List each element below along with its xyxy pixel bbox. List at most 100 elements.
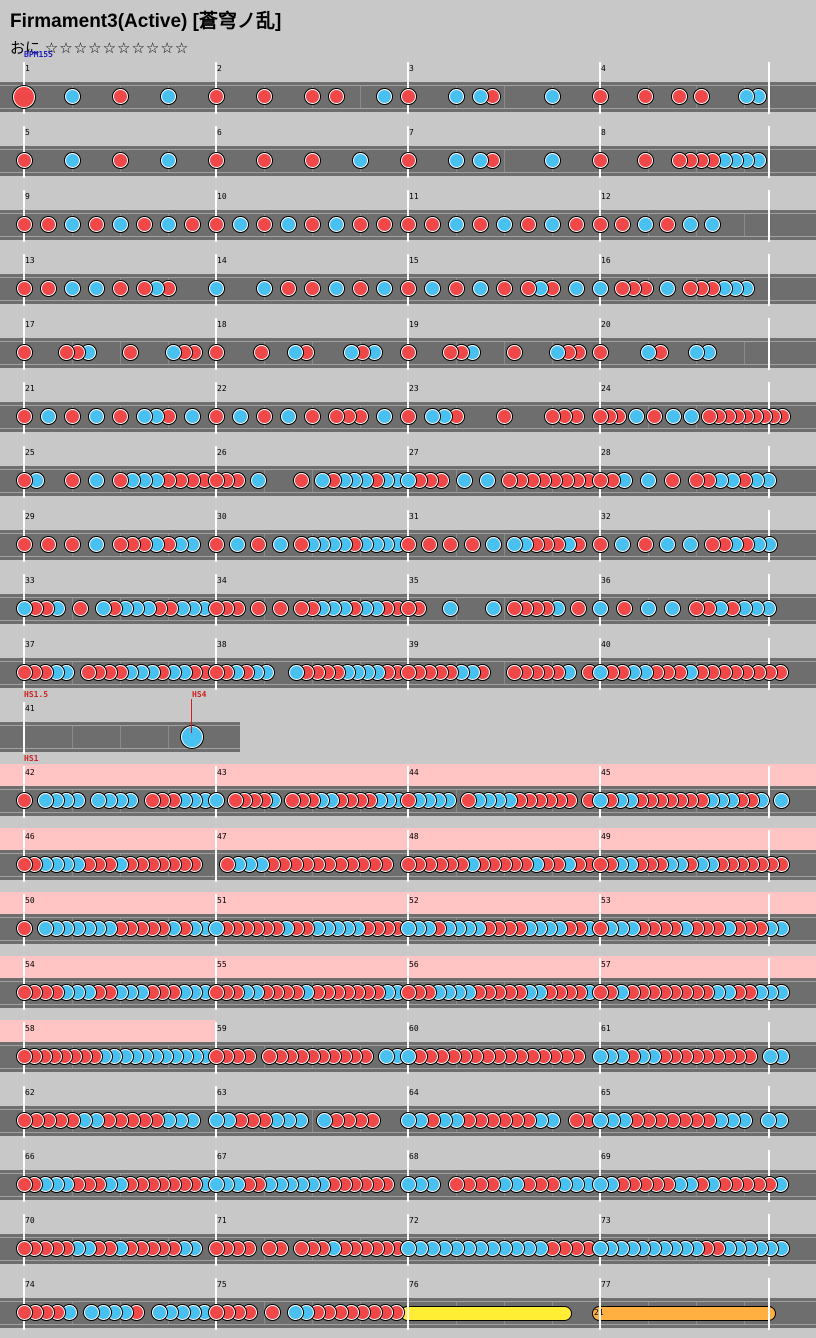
ka-note — [544, 217, 560, 232]
beat-line — [504, 534, 505, 556]
don-note — [448, 1177, 464, 1192]
bar-line — [23, 702, 25, 754]
balloon-count: 21 — [594, 1308, 604, 1317]
don-note — [261, 1241, 277, 1256]
chart-row: 1 2 3 4 BPM155 — [0, 50, 816, 122]
don-note — [660, 217, 676, 232]
don-note — [59, 345, 75, 360]
ka-note — [344, 345, 360, 360]
ka-note — [400, 1241, 416, 1256]
lane-track — [0, 725, 240, 749]
bar-line — [768, 446, 770, 498]
bar-line — [23, 894, 25, 946]
bar-number: 4 — [601, 64, 606, 73]
bar-line — [599, 446, 601, 498]
don-note — [16, 921, 32, 936]
don-note — [64, 537, 80, 552]
bar-line — [407, 254, 409, 306]
chart-row: 54 55 56 57 — [0, 956, 816, 1018]
beat-line — [120, 342, 121, 364]
bar-number: 17 — [25, 320, 35, 329]
ka-note — [774, 793, 790, 808]
difficulty-line: おに ☆☆☆☆☆☆☆☆☆☆ — [10, 37, 281, 58]
bar-number: 46 — [25, 832, 35, 841]
ka-note — [379, 1049, 395, 1064]
bar-number: 40 — [601, 640, 611, 649]
don-note — [400, 985, 416, 1000]
bar-line — [768, 830, 770, 882]
bar-line — [599, 766, 601, 818]
bar-line — [23, 1278, 25, 1330]
ka-note — [629, 409, 645, 424]
balloon-note — [592, 1306, 776, 1321]
bar-line — [215, 1214, 217, 1266]
bar-number: 63 — [217, 1088, 227, 1097]
bar-line — [599, 638, 601, 690]
don-note — [400, 89, 416, 104]
bar-number: 38 — [217, 640, 227, 649]
don-note — [671, 153, 687, 168]
bar-line — [768, 1214, 770, 1266]
bar-number: 34 — [217, 576, 227, 585]
bar-line — [407, 1150, 409, 1202]
don-note — [647, 409, 663, 424]
beat-line — [504, 342, 505, 364]
ka-note — [208, 1113, 224, 1128]
bar-number: 26 — [217, 448, 227, 457]
bar-number: 3 — [409, 64, 414, 73]
bar-number: 71 — [217, 1216, 227, 1225]
bar-line — [23, 446, 25, 498]
bar-line — [215, 190, 217, 242]
ka-note — [637, 217, 653, 232]
difficulty-label: おに — [10, 39, 41, 57]
don-note — [256, 153, 272, 168]
bar-line — [768, 894, 770, 946]
don-note — [293, 1241, 309, 1256]
bar-line — [407, 574, 409, 626]
note-lane — [0, 722, 240, 752]
ka-note — [84, 1305, 100, 1320]
don-note — [16, 857, 32, 872]
don-note — [671, 89, 687, 104]
ka-note — [485, 537, 501, 552]
beat-line — [744, 214, 745, 236]
ka-note — [112, 217, 128, 232]
bar-number: 9 — [25, 192, 30, 201]
gogo-band — [0, 1020, 216, 1042]
don-note — [496, 409, 512, 424]
don-note — [705, 537, 721, 552]
bar-number: 77 — [601, 1280, 611, 1289]
chart-row: 58 59 60 61 — [0, 1020, 816, 1082]
bar-line — [599, 1278, 601, 1330]
don-note — [256, 89, 272, 104]
don-note — [592, 537, 608, 552]
don-note — [40, 217, 56, 232]
ka-note — [280, 409, 296, 424]
ka-note — [272, 537, 288, 552]
beat-line — [456, 790, 457, 812]
ka-note — [64, 281, 80, 296]
don-note — [208, 601, 224, 616]
ka-note — [763, 1049, 779, 1064]
don-note — [592, 153, 608, 168]
ka-note — [40, 409, 56, 424]
bar-number: 23 — [409, 384, 419, 393]
don-note — [16, 1177, 32, 1192]
don-note — [592, 217, 608, 232]
bar-number: 44 — [409, 768, 419, 777]
bar-number: 22 — [217, 384, 227, 393]
bar-number: 6 — [217, 128, 222, 137]
don-note — [144, 793, 160, 808]
bar-line — [407, 1022, 409, 1074]
don-note — [507, 345, 523, 360]
bar-line — [768, 1086, 770, 1138]
bar-number: 29 — [25, 512, 35, 521]
don-note — [352, 281, 368, 296]
chart-row: 25 26 27 28 — [0, 444, 816, 506]
chart-row: 13 14 15 16 — [0, 252, 816, 314]
don-note — [16, 345, 32, 360]
bar-number: 58 — [25, 1024, 35, 1033]
don-note — [421, 537, 437, 552]
note-lane — [0, 658, 816, 688]
don-note — [208, 473, 224, 488]
